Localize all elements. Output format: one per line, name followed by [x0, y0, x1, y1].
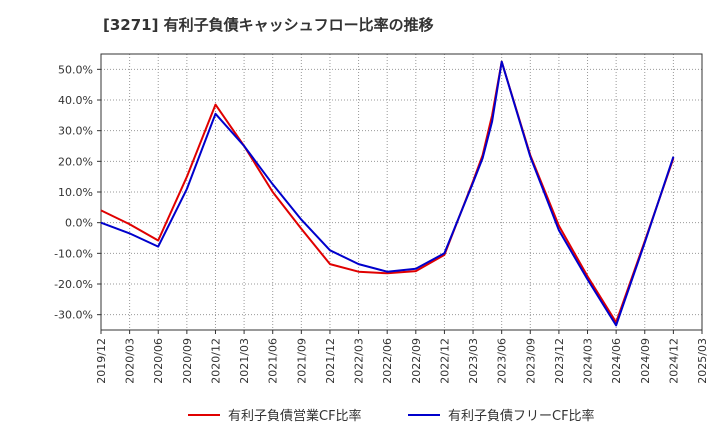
- x-tick-label: 2024/03: [582, 338, 595, 384]
- chart-title: [3271] 有利子負債キャッシュフロー比率の推移: [103, 16, 434, 34]
- series-group: [100, 60, 675, 327]
- x-tick-label: 2023/03: [467, 338, 480, 384]
- legend-label-2: 有利子負債フリーCF比率: [448, 408, 595, 424]
- x-tick-label: 2021/06: [267, 338, 280, 384]
- y-tick-label: 0.0%: [65, 217, 93, 230]
- x-tick-label: 2020/06: [152, 338, 165, 384]
- x-tick-label: 2021/09: [295, 338, 308, 384]
- x-tick-label: 2025/03: [696, 338, 709, 384]
- x-tick-label: 2023/09: [524, 338, 537, 384]
- x-tick-label: 2021/03: [238, 338, 251, 384]
- x-tick-label: 2023/06: [496, 338, 509, 384]
- x-tick-label: 2020/03: [124, 338, 137, 384]
- x-tick-label: 2022/09: [410, 338, 423, 384]
- x-axis: 2019/12 2020/03 2020/06 2020/09 2020/12 2021/…: [95, 330, 709, 384]
- y-tick-label: 10.0%: [58, 186, 93, 199]
- series-line-1: [100, 60, 675, 324]
- legend: 有利子負債営業CF比率 有利子負債フリーCF比率: [188, 408, 595, 424]
- x-tick-label: 2021/12: [324, 338, 337, 384]
- legend-label-1: 有利子負債営業CF比率: [228, 408, 362, 424]
- x-tick-label: 2020/12: [209, 338, 222, 384]
- x-tick-label: 2024/06: [610, 338, 623, 384]
- x-tick-label: 2022/03: [353, 338, 366, 384]
- y-tick-label: -20.0%: [54, 278, 93, 291]
- y-tick-label: 50.0%: [58, 63, 93, 76]
- y-tick-label: 30.0%: [58, 125, 93, 138]
- x-tick-label: 2020/09: [181, 338, 194, 384]
- y-tick-label: 40.0%: [58, 94, 93, 107]
- x-tick-label: 2024/09: [639, 338, 652, 384]
- x-tick-label: 2022/06: [381, 338, 394, 384]
- x-tick-label: 2023/12: [553, 338, 566, 384]
- y-axis: 50.0% 40.0% 30.0% 20.0% 10.0% 0.0% -10.0% -20.0…: [54, 63, 101, 322]
- y-tick-label: -10.0%: [54, 247, 93, 260]
- x-tick-label: 2024/12: [667, 338, 680, 384]
- x-tick-label: 2019/12: [95, 338, 108, 384]
- x-tick-label: 2022/12: [438, 338, 451, 384]
- y-tick-label: 20.0%: [58, 155, 93, 168]
- y-tick-label: -30.0%: [54, 309, 93, 322]
- series-line-2: [100, 60, 675, 327]
